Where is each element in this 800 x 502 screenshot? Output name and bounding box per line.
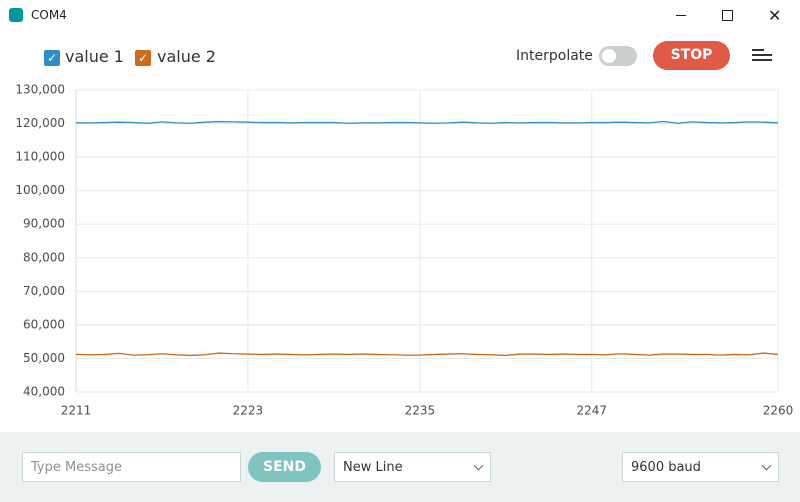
- clear-button[interactable]: [752, 47, 772, 63]
- series-line: [75, 352, 779, 357]
- app-icon: [9, 8, 23, 22]
- stop-button[interactable]: STOP: [653, 41, 730, 70]
- toggle-knob: [602, 49, 616, 63]
- line-ending-select[interactable]: New Line: [334, 452, 491, 482]
- x-tick-label: 2211: [61, 404, 92, 418]
- close-button[interactable]: ✕: [768, 6, 782, 25]
- interpolate-label: Interpolate: [516, 48, 593, 64]
- y-tick-label: 130,000: [15, 83, 65, 97]
- y-tick-label: 80,000: [23, 250, 65, 264]
- message-input[interactable]: Type Message: [22, 452, 241, 482]
- minimize-button[interactable]: [676, 15, 686, 16]
- title-bar: COM4 ✕: [0, 0, 800, 30]
- legend-label: value 2: [157, 47, 216, 66]
- send-button[interactable]: SEND: [248, 452, 321, 482]
- y-tick-label: 60,000: [23, 317, 65, 331]
- chart: 40,000 50,000 60,000 70,000 80,000 90,000 100,…: [15, 83, 794, 418]
- y-tick-label: 110,000: [15, 150, 65, 164]
- maximize-button[interactable]: [722, 10, 733, 21]
- y-tick-label: 120,000: [15, 116, 65, 130]
- y-tick-label: 50,000: [23, 351, 65, 365]
- y-tick-label: 100,000: [15, 183, 65, 197]
- select-value: 9600 baud: [631, 460, 701, 475]
- y-tick-label: 70,000: [23, 284, 65, 298]
- legend-label: value 1: [65, 47, 124, 66]
- window-title: COM4: [31, 8, 67, 22]
- x-tick-label: 2260: [763, 404, 794, 418]
- series-line: [76, 120, 779, 124]
- interpolate-toggle[interactable]: [599, 46, 637, 66]
- x-tick-label: 2247: [576, 404, 607, 418]
- y-tick-label: 40,000: [23, 385, 65, 399]
- legend-checkbox[interactable]: ✓: [135, 50, 151, 66]
- x-tick-label: 2223: [233, 404, 264, 418]
- baud-select[interactable]: 9600 baud: [622, 452, 779, 482]
- y-tick-label: 90,000: [23, 217, 65, 231]
- footer: Type Message SEND New Line 9600 baud: [0, 432, 800, 502]
- toolbar: ✓ value 1 ✓ value 2 Interpolate STOP: [0, 30, 800, 80]
- legend-checkbox[interactable]: ✓: [44, 50, 60, 66]
- x-tick-label: 2235: [405, 404, 436, 418]
- select-value: New Line: [343, 460, 403, 475]
